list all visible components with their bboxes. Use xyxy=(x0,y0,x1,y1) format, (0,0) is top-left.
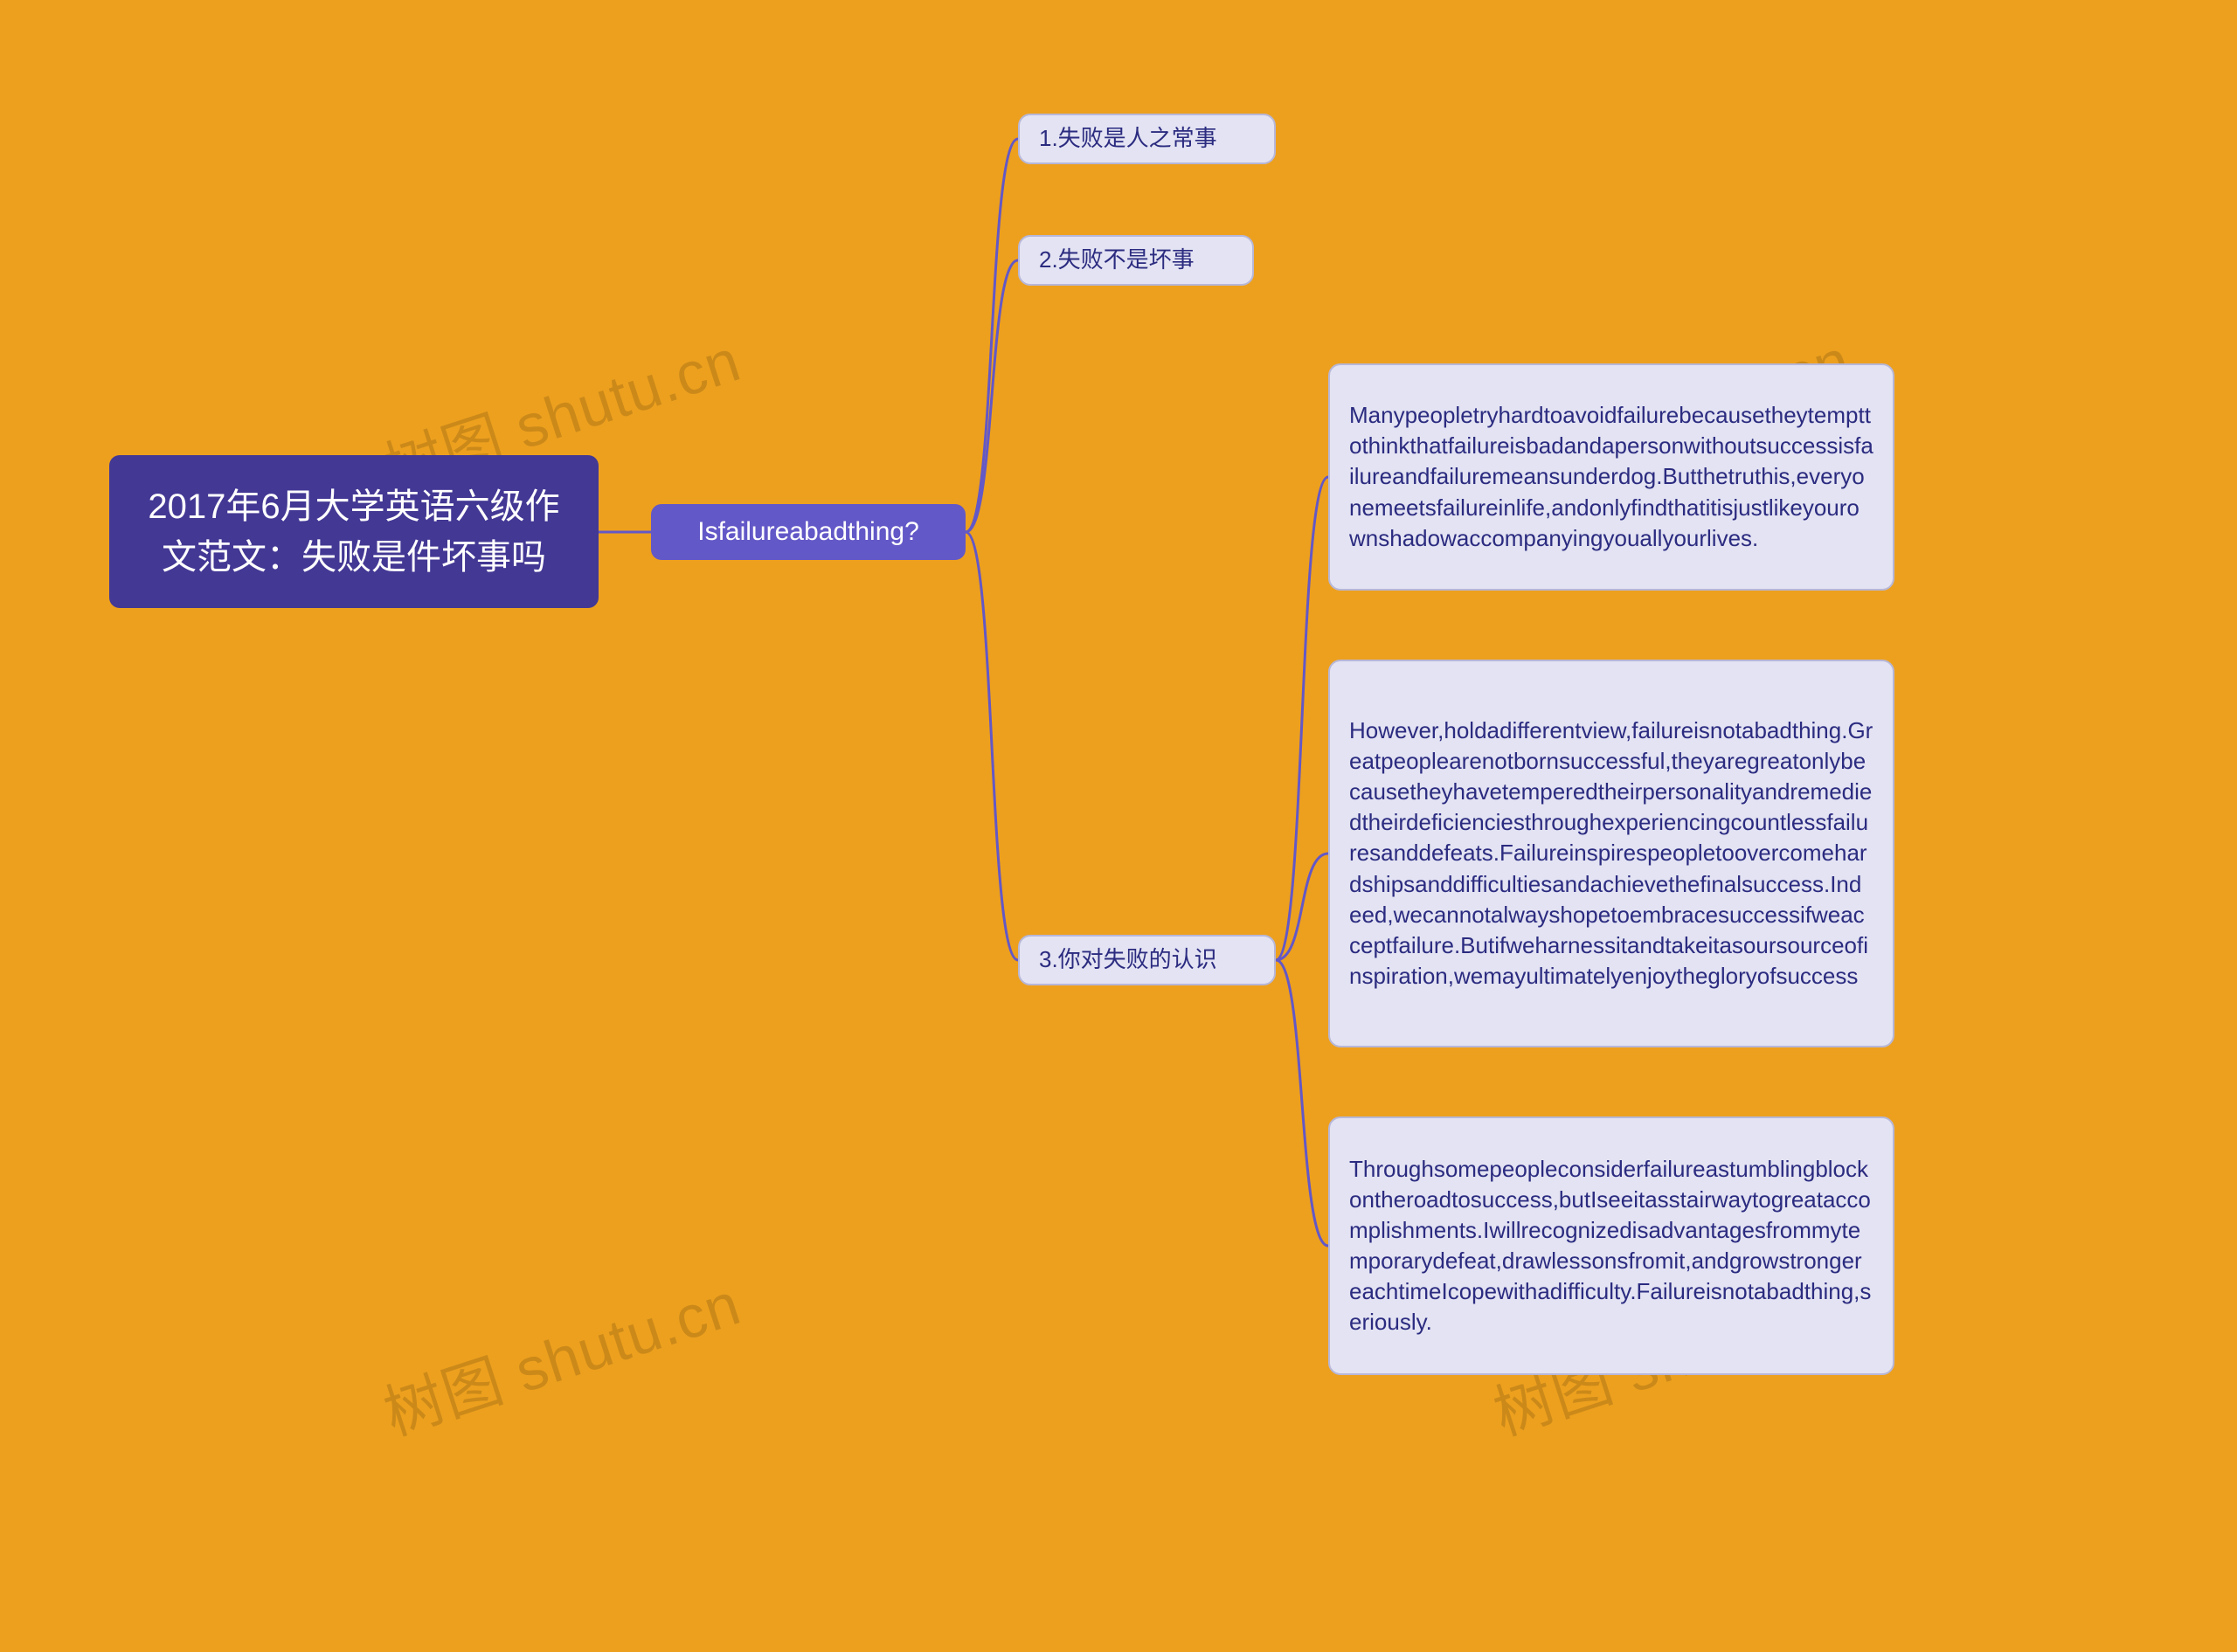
level1-node[interactable]: Isfailureabadthing? xyxy=(651,504,966,560)
root-node[interactable]: 2017年6月大学英语六级作文范文：失败是件坏事吗 xyxy=(109,455,599,608)
edge xyxy=(966,532,1018,960)
leaf-node-4[interactable]: Manypeopletryhardtoavoidfailurebecauseth… xyxy=(1328,363,1894,591)
leaf-node-3[interactable]: 3.你对失败的认识 xyxy=(1018,935,1276,985)
watermark: 树图 shutu.cn xyxy=(371,1255,750,1452)
edge xyxy=(1276,854,1328,960)
leaf-label: 1.失败是人之常事 xyxy=(1039,123,1217,154)
leaf-label: Manypeopletryhardtoavoidfailurebecauseth… xyxy=(1349,400,1873,553)
edge xyxy=(1276,960,1328,1246)
leaf-label: Throughsomepeopleconsiderfailureastumbli… xyxy=(1349,1154,1873,1338)
leaf-node-5[interactable]: However,holdadifferentview,failureisnota… xyxy=(1328,660,1894,1047)
leaf-node-2[interactable]: 2.失败不是坏事 xyxy=(1018,235,1254,286)
leaf-label: 2.失败不是坏事 xyxy=(1039,245,1195,275)
leaf-node-1[interactable]: 1.失败是人之常事 xyxy=(1018,114,1276,164)
leaf-label: However,holdadifferentview,failureisnota… xyxy=(1349,715,1873,992)
mindmap-canvas: 树图 shutu.cn 树图 shutu.cn 树图 shutu.cn 树图 s… xyxy=(0,0,2237,1652)
level1-label: Isfailureabadthing? xyxy=(697,513,919,551)
leaf-label: 3.你对失败的认识 xyxy=(1039,944,1217,975)
edge xyxy=(966,260,1018,532)
edge xyxy=(966,139,1018,532)
leaf-node-6[interactable]: Throughsomepeopleconsiderfailureastumbli… xyxy=(1328,1116,1894,1375)
edge xyxy=(1276,477,1328,960)
root-label: 2017年6月大学英语六级作文范文：失败是件坏事吗 xyxy=(139,481,569,583)
